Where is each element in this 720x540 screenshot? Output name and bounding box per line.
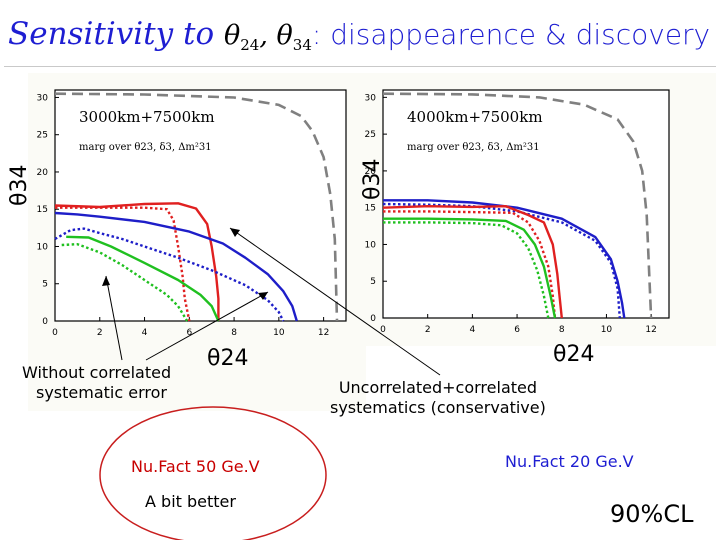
arrow-left-1 xyxy=(105,275,123,361)
title-sub-24: 24 xyxy=(240,36,260,54)
series-blue-dot xyxy=(382,202,621,319)
y-tick-label: 0 xyxy=(42,317,48,327)
series-green-solid xyxy=(66,235,220,322)
title-sub-34: 34 xyxy=(292,36,312,54)
y-tick-label: 15 xyxy=(37,205,48,215)
note-without-correlated: Without correlated systematic error xyxy=(22,363,171,403)
label-nufact-20: Nu.Fact 20 Ge.V xyxy=(505,452,634,471)
cl-label: 90%CL xyxy=(610,500,694,528)
y-tick-label: 20 xyxy=(37,168,49,178)
series-red-dot xyxy=(383,210,557,319)
chart-right: 0 2 4 6 8 10 12 0 5 10 15 20 25 30 4000km+7500km marg o… xyxy=(360,73,716,367)
arrow-left-2 xyxy=(145,291,269,361)
title-math: θ24, θ34 xyxy=(223,20,312,54)
note-uncorrelated: Uncorrelated+correlated systematics (con… xyxy=(330,378,546,418)
note-without-line-2: systematic error xyxy=(36,383,167,402)
title-theta-2: θ xyxy=(276,20,293,51)
arrow-right xyxy=(229,227,441,376)
y-tick-label: 30 xyxy=(37,93,49,103)
x-axis-label: θ24 xyxy=(207,346,248,371)
x-tick-label: 4 xyxy=(142,328,148,338)
y-tick-label: 5 xyxy=(42,280,48,290)
x-tick-label: 0 xyxy=(380,325,386,335)
highlight-circle xyxy=(99,406,327,540)
series-blue-solid xyxy=(54,211,298,322)
note-uncorrelated-line-1: Uncorrelated+correlated xyxy=(338,378,538,397)
x-tick-label: 6 xyxy=(514,325,520,335)
y-tick-label: 25 xyxy=(365,130,376,140)
series-green-dot xyxy=(383,221,550,319)
y-tick-label: 10 xyxy=(37,242,49,252)
y-tick-label: 10 xyxy=(365,240,377,250)
y-tick-label: 0 xyxy=(370,314,376,324)
x-tick-label: 2 xyxy=(97,328,103,338)
y-axis-label: θ34 xyxy=(7,165,32,206)
x-tick-label: 6 xyxy=(186,328,192,338)
note-uncorrelated-line-2: systematics (conservative) xyxy=(330,398,546,417)
y-tick-label: 20 xyxy=(365,167,377,177)
x-tick-label: 2 xyxy=(425,325,431,335)
x-tick-label: 12 xyxy=(318,328,329,338)
series-red-solid xyxy=(382,204,563,319)
title-rule xyxy=(4,66,716,67)
title-sep: , xyxy=(259,20,268,51)
series-green-dot xyxy=(61,242,189,322)
annotation-arrows xyxy=(102,227,441,376)
x-tick-label: 12 xyxy=(645,325,656,335)
series-green-solid xyxy=(383,217,557,319)
marginalization-annotation: marg over θ23, δ3, Δm²31 xyxy=(407,142,540,153)
series-blue-solid xyxy=(383,199,626,319)
arrow-right-head xyxy=(230,228,240,237)
title-prefix: Sensitivity to xyxy=(8,16,215,52)
title-suffix: : disappearence & discovery xyxy=(311,18,711,51)
x-tick-label: 4 xyxy=(470,325,476,335)
baseline-annotation: 4000km+7500km xyxy=(407,108,543,126)
series-gray-long xyxy=(382,92,653,319)
y-tick-label: 25 xyxy=(37,131,48,141)
x-tick-label: 8 xyxy=(231,328,237,338)
plot-frame xyxy=(382,89,670,319)
x-tick-label: 10 xyxy=(273,328,285,338)
y-tick-label: 5 xyxy=(370,277,376,287)
arrow-left-2-head xyxy=(258,292,268,300)
title-theta-1: θ xyxy=(223,20,241,51)
series-red-dot xyxy=(55,206,191,322)
label-nufact-50: Nu.Fact 50 Ge.V xyxy=(131,457,260,476)
y-tick-label: 30 xyxy=(365,93,377,103)
x-axis-label: θ24 xyxy=(553,342,594,367)
label-a-bit-better: A bit better xyxy=(145,492,236,511)
x-tick-label: 0 xyxy=(52,328,58,338)
series-gray-long xyxy=(54,92,339,322)
y-tick-label: 15 xyxy=(365,204,376,214)
series-blue-dot xyxy=(54,227,285,322)
arrow-left-1-head xyxy=(102,276,110,286)
x-tick-label: 10 xyxy=(601,325,613,335)
baseline-annotation: 3000km+7500km xyxy=(79,108,215,126)
series-red-solid xyxy=(54,202,220,321)
chart-left: 0 2 4 6 8 10 12 0 5 10 15 20 25 30 3000km+7500km marg o… xyxy=(7,73,366,411)
x-tick-label: 8 xyxy=(559,325,565,335)
marginalization-annotation: marg over θ23, δ3, Δm²31 xyxy=(79,142,212,153)
slide-title: Sensitivity to θ24, θ34: disappearence &… xyxy=(8,14,710,65)
y-axis-label: θ34 xyxy=(360,159,385,200)
note-without-line-1: Without correlated xyxy=(22,363,172,382)
